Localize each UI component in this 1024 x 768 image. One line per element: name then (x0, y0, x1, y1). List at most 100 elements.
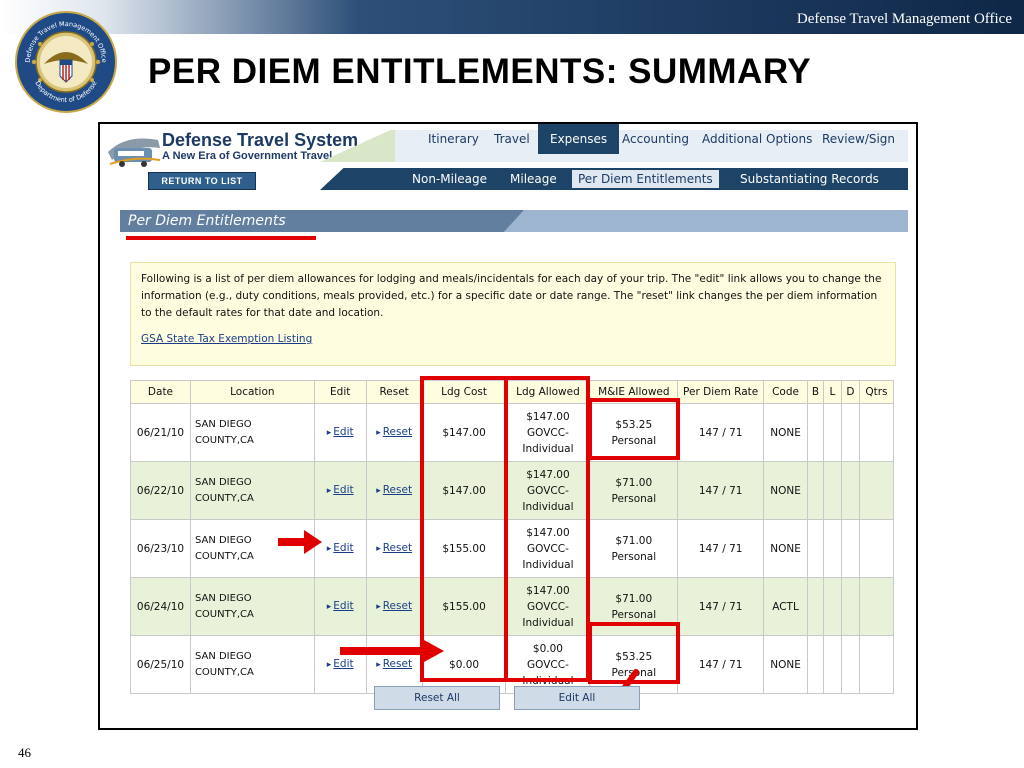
edit-all-button[interactable]: Edit All (514, 686, 640, 710)
tab-additional-options[interactable]: Additional Options (702, 132, 813, 146)
col-reset: Reset (365, 380, 423, 404)
cell-date: 06/21/10 (130, 403, 191, 462)
cell-reset: ▸ Reset (365, 635, 423, 694)
edit-link[interactable]: Edit (333, 658, 354, 670)
arrow-right-icon (340, 640, 444, 662)
app-name: Defense Travel System (162, 130, 359, 150)
cell-per-diem-rate: 147 / 71 (677, 403, 765, 462)
per-diem-table: Date Location Edit Reset Ldg Cost Ldg Al… (130, 380, 895, 694)
cell-location: SAN DIEGO COUNTY,CA (189, 461, 315, 520)
section-title: Per Diem Entitlements (128, 213, 286, 229)
slide-title: PER DIEM ENTITLEMENTS: SUMMARY (148, 52, 812, 91)
edit-link[interactable]: Edit (333, 484, 354, 496)
chevron-right-icon: ▸ (326, 660, 332, 670)
col-date: Date (130, 380, 191, 404)
cell-ldg-allowed: $0.00 GOVCC- Individual (505, 635, 591, 694)
edit-link[interactable]: Edit (333, 542, 354, 554)
col-b: B (807, 380, 824, 404)
subtab-per-diem-entitlements[interactable]: Per Diem Entitlements (572, 170, 719, 188)
reset-link[interactable]: Reset (382, 542, 413, 554)
tab-accounting[interactable]: Accounting (622, 132, 690, 146)
col-d: D (840, 380, 860, 404)
col-code: Code (763, 380, 808, 404)
chevron-right-icon: ▸ (376, 602, 381, 612)
chevron-right-icon: ▸ (376, 428, 381, 438)
reset-link[interactable]: Reset (382, 658, 413, 670)
mie-highlight-box-row1 (588, 398, 680, 460)
tab-expenses[interactable]: Expenses (538, 124, 620, 154)
table-row: 06/24/10 SAN DIEGO COUNTY,CA ▸ Edit ▸ Reset… (130, 577, 895, 636)
cell-edit: ▸ Edit (313, 519, 367, 578)
subtab-substantiating-records[interactable]: Substantiating Records (740, 172, 879, 186)
col-edit: Edit (313, 380, 367, 404)
chevron-right-icon: ▸ (326, 428, 332, 438)
cell-mie-allowed: $53.25 Personal (589, 403, 679, 462)
subtab-mileage[interactable]: Mileage (510, 172, 557, 186)
org-name: Defense Travel Management Office (796, 11, 1012, 27)
reset-link[interactable]: Reset (382, 600, 413, 612)
cell-location: SAN DIEGO COUNTY,CA (189, 577, 315, 636)
cell-mie-allowed: $71.00 Personal (589, 519, 679, 578)
cell-edit: ▸ Edit (313, 403, 367, 462)
dts-logo (106, 130, 356, 170)
cell-location: SAN DIEGO COUNTY,CA (189, 403, 315, 462)
reset-all-button[interactable]: Reset All (374, 686, 500, 710)
dts-logo-icon (108, 138, 161, 167)
app-tagline: A New Era of Government Travel (162, 150, 333, 162)
info-box: Following is a list of per diem allowanc… (130, 262, 896, 366)
cell-date: 06/23/10 (130, 519, 191, 578)
col-l: L (822, 380, 842, 404)
cell-code: NONE (763, 403, 808, 462)
cell-reset: ▸ Reset (365, 461, 423, 520)
cell-per-diem-rate: 147 / 71 (677, 461, 765, 520)
ldg-cost-highlight-box (420, 376, 508, 682)
cell-location: SAN DIEGO COUNTY,CA (189, 519, 315, 578)
reset-link[interactable]: Reset (382, 426, 413, 438)
cell-edit: ▸ Edit (313, 577, 367, 636)
chevron-right-icon: ▸ (326, 486, 332, 496)
cell-code: ACTL (763, 577, 808, 636)
cell-date: 06/22/10 (130, 461, 191, 520)
cell-per-diem-rate: 147 / 71 (677, 519, 765, 578)
cell-date: 06/25/10 (130, 635, 191, 694)
info-text: Following is a list of per diem allowanc… (141, 273, 882, 319)
return-to-list-button[interactable]: RETURN TO LIST (148, 172, 256, 190)
title-highlight-underline (126, 236, 316, 240)
dtmo-seal-icon: Defense Travel Management Office Departm… (15, 11, 117, 113)
reset-link[interactable]: Reset (382, 484, 413, 496)
tab-review-sign[interactable]: Review/Sign (822, 132, 896, 146)
cell-reset: ▸ Reset (365, 577, 423, 636)
cell-ldg-allowed: $147.00 GOVCC- Individual (505, 461, 591, 520)
cell-edit: ▸ Edit (313, 635, 367, 694)
cell-code: NONE (763, 635, 808, 694)
cell-location: SAN DIEGO COUNTY,CA (189, 635, 315, 694)
col-location: Location (189, 380, 315, 404)
cell-ldg-allowed: $147.00 GOVCC- Individual (505, 519, 591, 578)
cell-ldg-cost: $155.00 (421, 577, 507, 636)
cell-per-diem-rate: 147 / 71 (677, 577, 765, 636)
cell-ldg-cost: $147.00 (421, 403, 507, 462)
dts-screenshot: Defense Travel System A New Era of Gover… (98, 122, 918, 730)
subtab-non-mileage[interactable]: Non-Mileage (412, 172, 488, 186)
edit-link[interactable]: Edit (333, 426, 354, 438)
table-row: 06/22/10 SAN DIEGO COUNTY,CA ▸ Edit ▸ Reset… (130, 461, 895, 520)
cell-ldg-cost: $155.00 (421, 519, 507, 578)
cell-code: NONE (763, 519, 808, 578)
cell-ldg-cost: $0.00 (421, 635, 507, 694)
tab-travel[interactable]: Travel (494, 132, 530, 146)
ldg-allowed-highlight-box (504, 376, 590, 682)
chevron-right-icon: ▸ (326, 602, 332, 612)
cell-mie-allowed: $71.00 Personal (589, 461, 679, 520)
table-row: 06/23/10 SAN DIEGO COUNTY,CA ▸ Edit ▸ Reset… (130, 519, 895, 578)
col-per-diem-rate: Per Diem Rate (677, 380, 765, 404)
tab-itinerary[interactable]: Itinerary (428, 132, 479, 146)
section-header (120, 210, 908, 232)
cell-ldg-allowed: $147.00 GOVCC- Individual (505, 403, 591, 462)
table-row: 06/21/10 SAN DIEGO COUNTY,CA ▸ Edit ▸ Reset… (130, 403, 895, 462)
cell-code: NONE (763, 461, 808, 520)
header-band (0, 0, 1024, 34)
chevron-right-icon: ▸ (376, 544, 381, 554)
edit-link[interactable]: Edit (333, 600, 354, 612)
gsa-tax-exemption-link[interactable]: GSA State Tax Exemption Listing (141, 333, 313, 345)
col-ldg-cost: Ldg Cost (421, 380, 507, 404)
